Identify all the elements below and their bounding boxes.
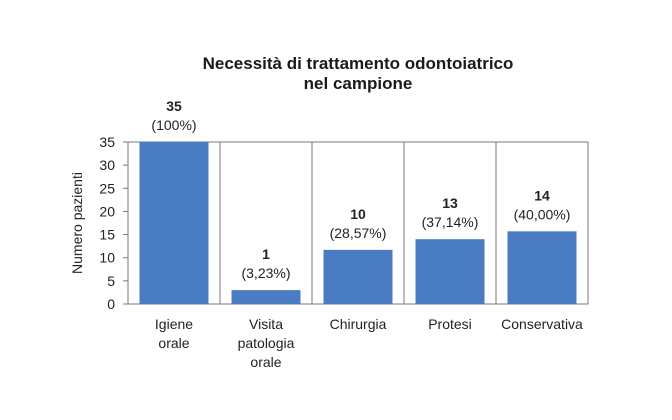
x-tick-label: Visita	[249, 316, 283, 332]
y-axis: 0 5 10 15 20 25 30 35	[99, 134, 128, 312]
y-tick-label: 0	[107, 296, 115, 312]
data-labels: 35 (100%) 1 (3,23%) 10 (28,57%) 13 (37,14%) 14 (4…	[151, 98, 570, 281]
x-axis: Igiene orale Visita patologia orale Chirurgia…	[155, 316, 583, 370]
value-label: 35	[166, 98, 182, 114]
bar	[231, 290, 301, 304]
bar	[139, 142, 209, 304]
bar	[323, 249, 393, 304]
chart-title-line: Necessità di trattamento odontoiatrico	[203, 54, 514, 73]
x-tick-label: orale	[158, 335, 189, 351]
chart-title-line: nel campione	[304, 74, 413, 93]
y-tick-label: 25	[99, 180, 115, 196]
x-tick-label: Igiene	[155, 316, 193, 332]
y-tick-label: 30	[99, 157, 115, 173]
y-tick-label: 10	[99, 250, 115, 266]
y-tick-label: 5	[107, 273, 115, 289]
x-tick-label: Chirurgia	[330, 316, 387, 332]
bar	[415, 239, 485, 304]
percent-label: (3,23%)	[241, 265, 290, 281]
percent-label: (28,57%)	[330, 225, 387, 241]
y-tick-label: 35	[99, 134, 115, 150]
value-label: 1	[262, 246, 270, 262]
x-tick-label: Protesi	[428, 316, 472, 332]
y-tick-label: 20	[99, 203, 115, 219]
percent-label: (37,14%)	[422, 214, 479, 230]
bar	[507, 231, 577, 304]
y-axis-label: Numero pazienti	[69, 172, 85, 274]
x-tick-label: Conservativa	[501, 316, 583, 332]
value-label: 14	[534, 187, 550, 203]
x-tick-label: patologia	[238, 335, 295, 351]
percent-label: (100%)	[151, 117, 196, 133]
value-label: 13	[442, 195, 458, 211]
y-tick-label: 15	[99, 227, 115, 243]
x-tick-label: orale	[250, 354, 281, 370]
value-label: 10	[350, 206, 366, 222]
chart-title: Necessità di trattamento odontoiatricone…	[203, 54, 514, 93]
bars	[139, 142, 577, 304]
percent-label: (40,00%)	[514, 206, 571, 222]
